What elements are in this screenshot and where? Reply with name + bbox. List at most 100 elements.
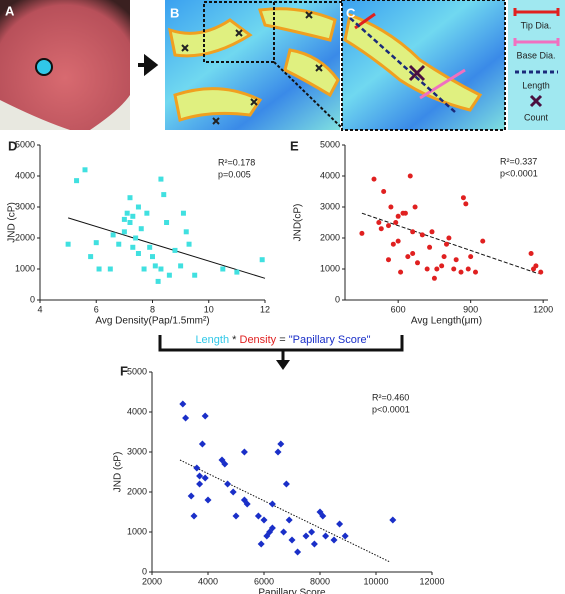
- legend-tip: [513, 8, 560, 16]
- x-tick-label: 12: [260, 304, 270, 314]
- annotation: p=0.005: [218, 169, 251, 179]
- point: [412, 204, 418, 210]
- point: [277, 440, 285, 448]
- panel-letter: C: [346, 5, 356, 20]
- x-tick-label: 12000: [419, 576, 444, 586]
- point: [405, 254, 411, 260]
- papillae: [168, 7, 340, 122]
- point: [130, 213, 136, 219]
- trendline: [361, 212, 539, 275]
- point: [410, 229, 416, 235]
- point: [155, 278, 161, 284]
- point: [388, 204, 394, 210]
- point: [386, 257, 391, 263]
- point: [410, 251, 416, 256]
- point: [121, 229, 127, 235]
- annotation: R²=0.337: [500, 156, 537, 166]
- point: [190, 512, 198, 520]
- point: [180, 210, 186, 216]
- point: [196, 472, 204, 480]
- legend-count: [529, 94, 543, 108]
- y-axis-label: JND(cP): [293, 204, 304, 242]
- y-tick-label: 3000: [320, 201, 340, 211]
- point: [359, 230, 365, 236]
- point: [378, 226, 384, 232]
- axes: [39, 145, 265, 301]
- x-tick-label: 8: [150, 304, 155, 314]
- point: [152, 263, 158, 269]
- point: [243, 500, 251, 508]
- x-tick-label: 900: [463, 304, 478, 314]
- point: [121, 216, 127, 222]
- x-tick-label: 8000: [310, 576, 330, 586]
- x-tick-label: 2000: [142, 576, 162, 586]
- point: [192, 272, 198, 278]
- arrow: [138, 53, 159, 77]
- x-axis-label: Avg Length(μm): [411, 316, 482, 327]
- point: [402, 210, 408, 216]
- point: [460, 195, 466, 201]
- point: [138, 226, 144, 232]
- point: [187, 492, 195, 500]
- point: [221, 460, 229, 468]
- x-tick-label: 6000: [254, 576, 274, 586]
- point: [439, 263, 445, 269]
- point: [330, 536, 338, 544]
- formula-part: Length: [195, 334, 229, 346]
- y-axis-label: JND (cP): [7, 202, 18, 243]
- panel-letter: D: [8, 138, 17, 153]
- point: [240, 448, 248, 456]
- point: [468, 254, 474, 260]
- point: [150, 254, 155, 260]
- photo-panels: Tip Dia. Base Dia. Length Count A B C: [0, 0, 565, 131]
- point: [336, 520, 344, 528]
- legend-label: Count: [524, 112, 549, 122]
- point: [429, 229, 435, 235]
- x-tick-label: 600: [391, 304, 406, 314]
- trendline: [179, 459, 391, 563]
- point: [473, 269, 478, 275]
- point: [395, 213, 401, 219]
- y-tick-label: 5000: [15, 139, 35, 149]
- point: [82, 167, 88, 173]
- shirt: [0, 95, 130, 130]
- chart-panel: E 0 1000 2000 3000 4000 5000 600 900 1200 Avg Leng…: [290, 138, 553, 326]
- point: [424, 266, 430, 272]
- point: [407, 173, 413, 179]
- point: [302, 532, 310, 540]
- point: [127, 220, 133, 225]
- point: [480, 238, 486, 244]
- point: [179, 400, 187, 408]
- point: [434, 266, 440, 272]
- point: [204, 496, 212, 504]
- point: [393, 220, 399, 225]
- point: [398, 269, 404, 275]
- y-axis-label: JND (cP): [113, 452, 124, 493]
- point: [274, 448, 282, 456]
- point: [381, 189, 387, 194]
- point: [308, 528, 316, 536]
- zoom-box: [203, 1, 275, 63]
- point: [319, 512, 327, 520]
- y-tick-label: 4000: [127, 406, 147, 416]
- point: [161, 192, 167, 198]
- point: [257, 540, 265, 548]
- zoom-lines: [273, 1, 343, 129]
- point: [158, 266, 164, 272]
- tongue-photo: [0, 0, 130, 130]
- point: [528, 251, 534, 256]
- trendline: [67, 217, 266, 279]
- point: [390, 241, 396, 247]
- point: [294, 548, 302, 556]
- point: [110, 232, 116, 238]
- formula-part: *: [232, 334, 237, 346]
- x-tick-label: 10000: [363, 576, 388, 586]
- panel-letter: F: [120, 363, 128, 378]
- y-tick-label: 5000: [127, 366, 147, 376]
- point: [538, 269, 544, 275]
- panel-letter: E: [290, 138, 299, 153]
- point: [141, 266, 147, 272]
- marker: [35, 58, 53, 76]
- point: [371, 176, 377, 182]
